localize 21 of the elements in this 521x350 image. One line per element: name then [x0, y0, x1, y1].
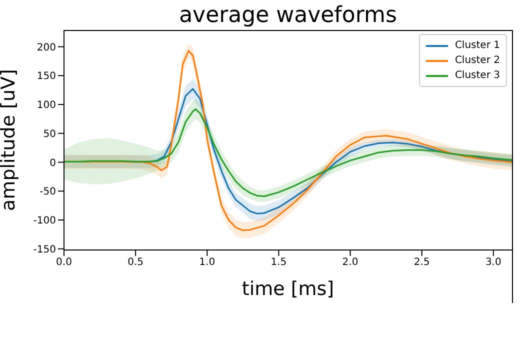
x-tick-label: 3.0 [485, 257, 502, 268]
x-tick-label: 2.5 [414, 257, 430, 268]
chart-title: average waveforms [178, 3, 398, 28]
y-tick-label: -150 [33, 244, 56, 256]
y-tick-label: -100 [33, 216, 56, 227]
legend-label: Cluster 2 [454, 55, 500, 66]
y-tick-label: 150 [36, 71, 56, 82]
y-axis-title: amplitude [uV] [0, 69, 20, 211]
legend-label: Cluster 1 [454, 40, 500, 51]
x-tick-label: 1.5 [270, 257, 287, 268]
x-tick-label: 0.5 [128, 257, 144, 268]
x-tick-label: 1.0 [199, 257, 216, 268]
y-tick-label: 200 [36, 42, 56, 54]
legend-label: Cluster 3 [454, 70, 500, 81]
y-tick-label: 50 [43, 128, 56, 140]
y-tick-label: 100 [36, 100, 56, 112]
y-tick-label: -50 [40, 186, 56, 198]
x-tick-label: 0.0 [56, 257, 72, 268]
x-tick-label: 2.0 [342, 257, 358, 268]
y-tick-label: 0 [50, 158, 56, 169]
x-axis-title: time [ms] [242, 278, 334, 300]
